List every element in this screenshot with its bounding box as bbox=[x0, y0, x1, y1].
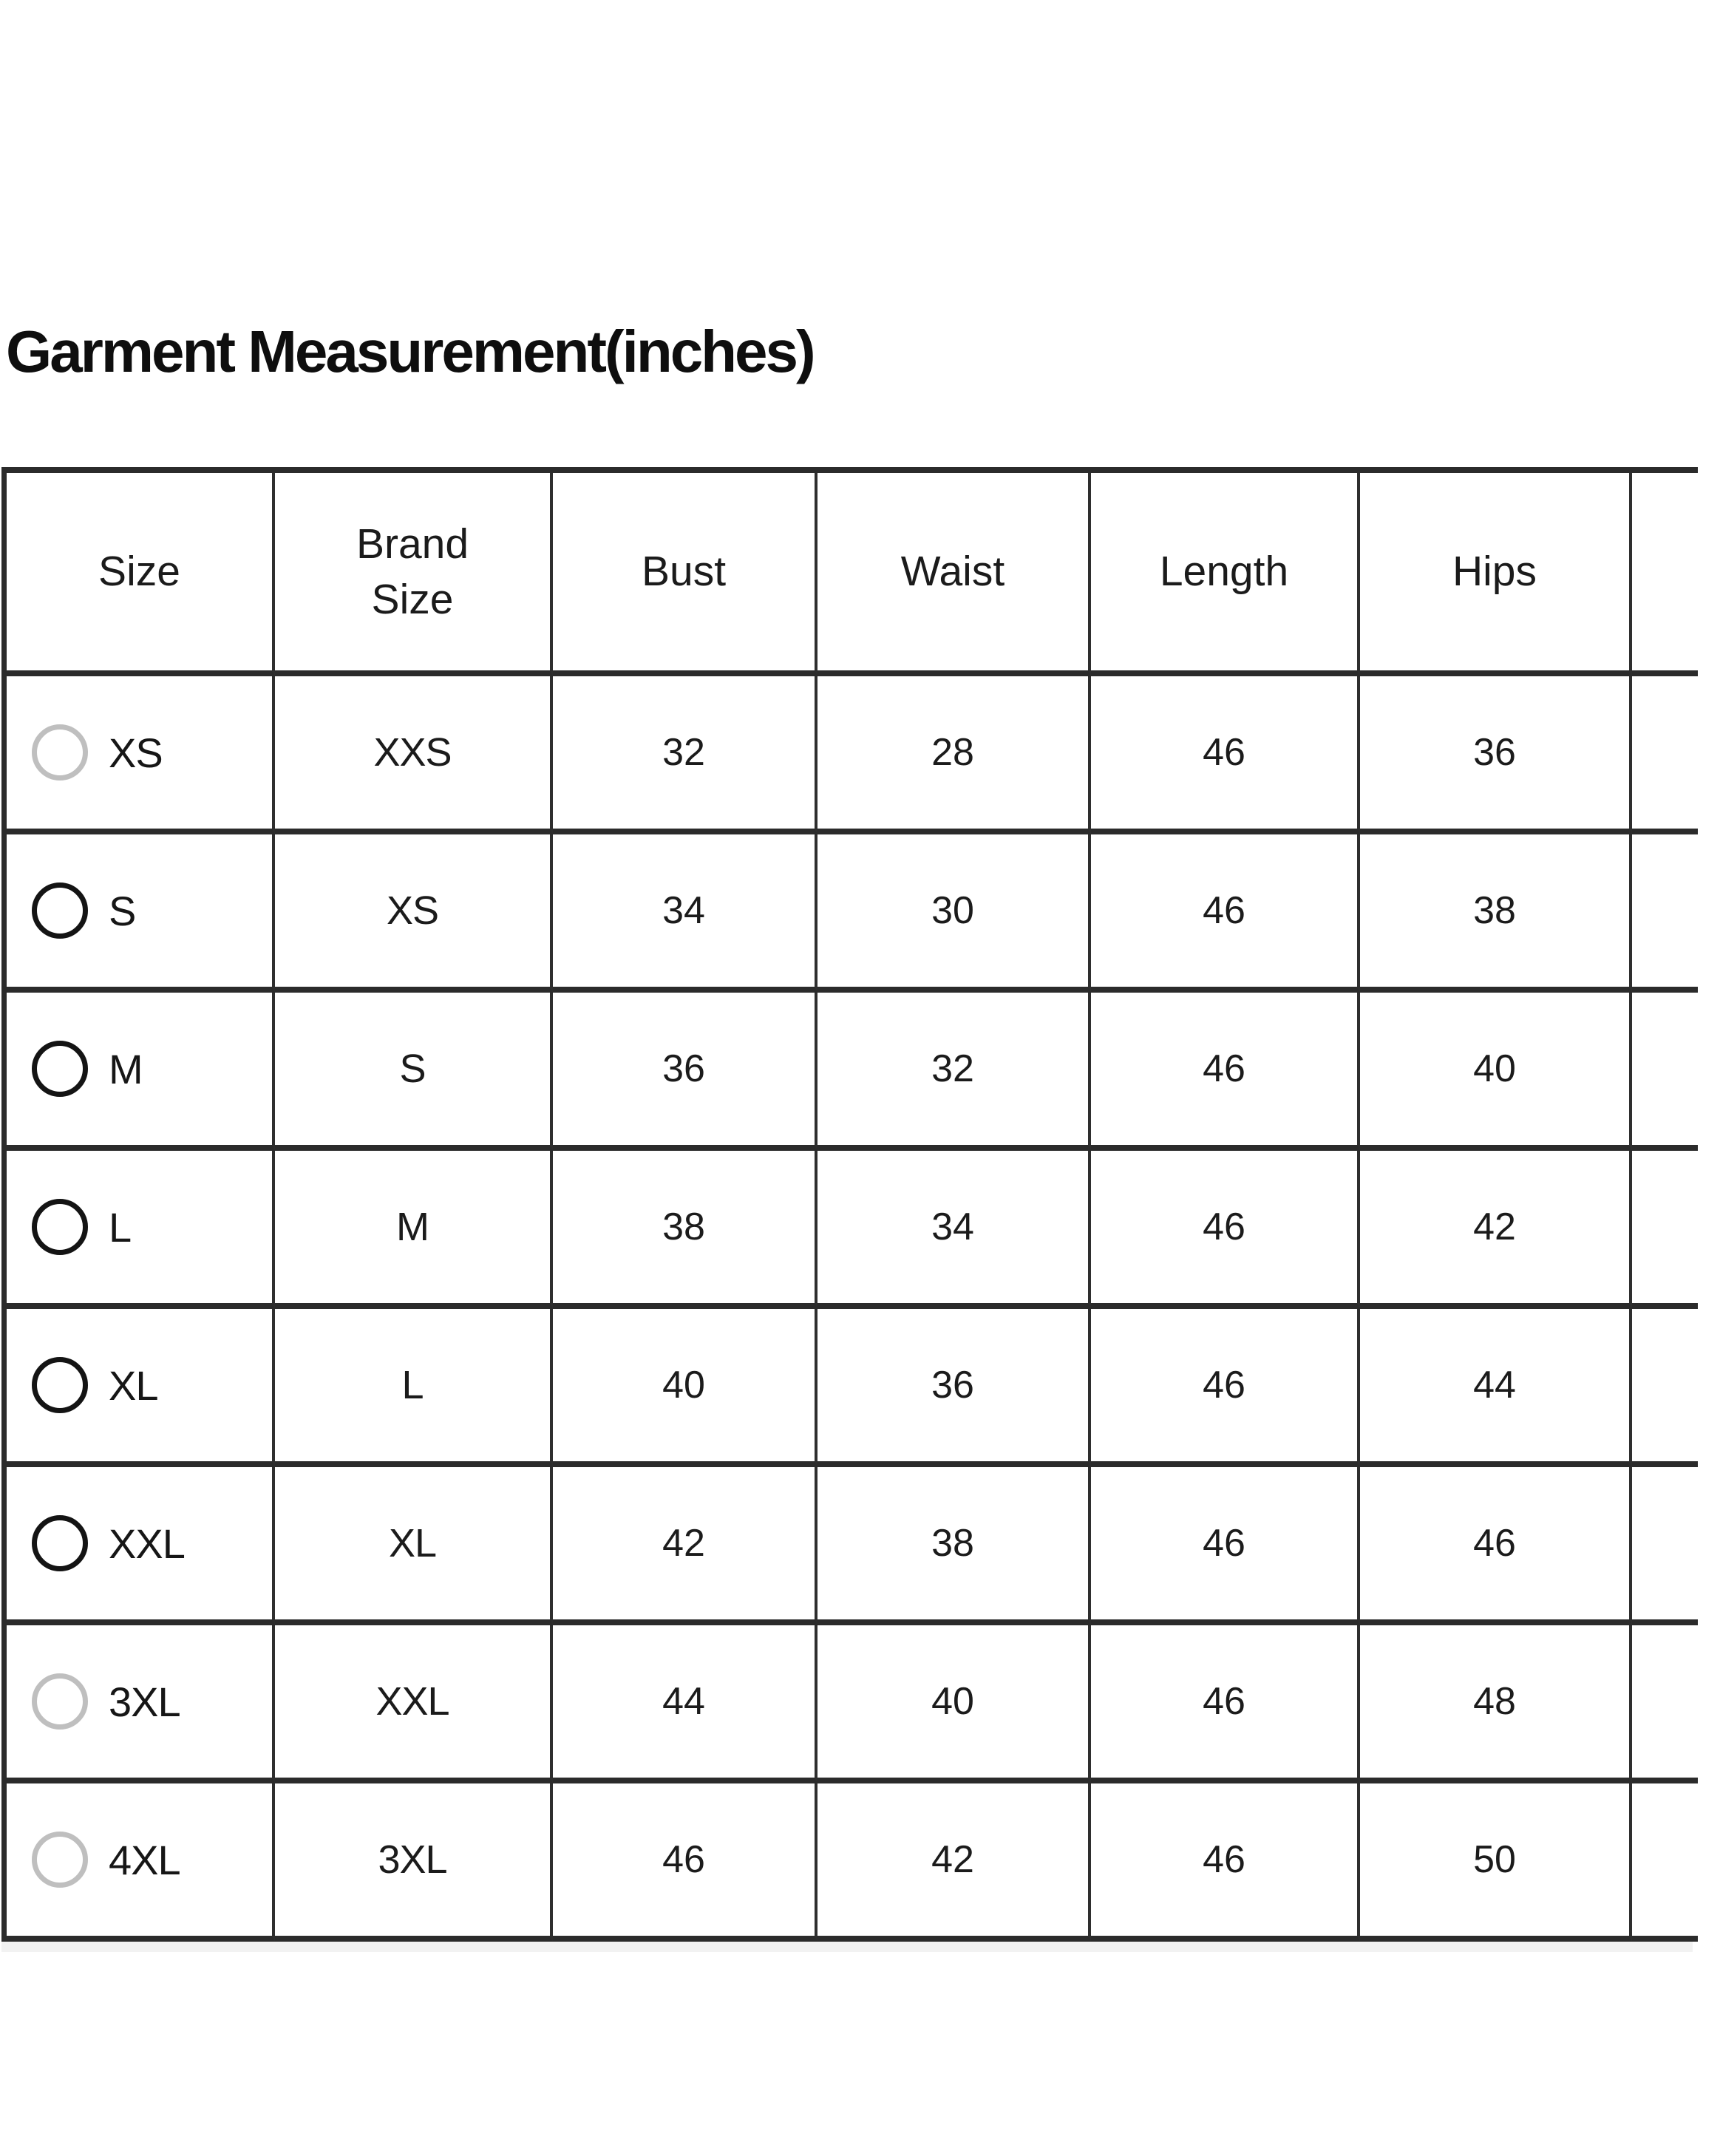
waist-value: 30 bbox=[817, 834, 1091, 993]
size-radio-icon[interactable] bbox=[32, 724, 88, 781]
size-label: 3XL bbox=[109, 1678, 181, 1725]
column-header-size: Size bbox=[7, 473, 275, 676]
bust-value: 32 bbox=[553, 676, 817, 834]
size-label: XL bbox=[109, 1361, 158, 1409]
brand-size-value: XXL bbox=[275, 1625, 553, 1783]
column-header-length: Length bbox=[1091, 473, 1360, 676]
brand-size-value: XS bbox=[275, 834, 553, 993]
length-value: 46 bbox=[1091, 834, 1360, 993]
waist-value: 36 bbox=[817, 1309, 1091, 1467]
hips-value: 40 bbox=[1360, 993, 1632, 1151]
size-label: L bbox=[109, 1203, 132, 1251]
bust-value: 46 bbox=[553, 1783, 817, 1942]
cutoff-cell bbox=[1632, 1625, 1698, 1783]
column-header-hips: Hips bbox=[1360, 473, 1632, 676]
bust-value: 36 bbox=[553, 993, 817, 1151]
hips-value: 44 bbox=[1360, 1309, 1632, 1467]
bust-value: 42 bbox=[553, 1467, 817, 1625]
size-label: 4XL bbox=[109, 1836, 181, 1883]
length-value: 46 bbox=[1091, 1783, 1360, 1942]
waist-value: 34 bbox=[817, 1151, 1091, 1309]
brand-size-value: 3XL bbox=[275, 1783, 553, 1942]
cutoff-cell bbox=[1632, 1467, 1698, 1625]
size-label: XS bbox=[109, 729, 163, 776]
table-bottom-strip bbox=[1, 1942, 1693, 1952]
hips-value: 36 bbox=[1360, 676, 1632, 834]
size-radio-icon[interactable] bbox=[32, 1515, 88, 1571]
cutoff-cell bbox=[1632, 993, 1698, 1151]
cutoff-cell bbox=[1632, 1151, 1698, 1309]
length-value: 46 bbox=[1091, 1625, 1360, 1783]
brand-size-value: M bbox=[275, 1151, 553, 1309]
hips-value: 48 bbox=[1360, 1625, 1632, 1783]
hips-value: 42 bbox=[1360, 1151, 1632, 1309]
size-radio-icon[interactable] bbox=[32, 1199, 88, 1255]
bust-value: 40 bbox=[553, 1309, 817, 1467]
page-title: Garment Measurement(inches) bbox=[6, 319, 816, 384]
brand-size-value: S bbox=[275, 993, 553, 1151]
waist-value: 38 bbox=[817, 1467, 1091, 1625]
garment-measurement-table: Size Brand Size Bust Waist Length Hips X… bbox=[1, 467, 1698, 1942]
size-label: M bbox=[109, 1045, 143, 1092]
size-option[interactable]: XS bbox=[7, 676, 275, 834]
length-value: 46 bbox=[1091, 1467, 1360, 1625]
bust-value: 34 bbox=[553, 834, 817, 993]
bust-value: 38 bbox=[553, 1151, 817, 1309]
length-value: 46 bbox=[1091, 993, 1360, 1151]
size-radio-icon[interactable] bbox=[32, 1673, 88, 1730]
waist-value: 32 bbox=[817, 993, 1091, 1151]
cutoff-cell bbox=[1632, 834, 1698, 993]
column-header-brand-size: Brand Size bbox=[275, 473, 553, 676]
waist-value: 40 bbox=[817, 1625, 1091, 1783]
length-value: 46 bbox=[1091, 1309, 1360, 1467]
size-option[interactable]: 3XL bbox=[7, 1625, 275, 1783]
cutoff-cell bbox=[1632, 1309, 1698, 1467]
hips-value: 38 bbox=[1360, 834, 1632, 993]
cutoff-cell bbox=[1632, 676, 1698, 834]
size-radio-icon[interactable] bbox=[32, 883, 88, 939]
waist-value: 42 bbox=[817, 1783, 1091, 1942]
size-label: S bbox=[109, 887, 136, 934]
size-option[interactable]: L bbox=[7, 1151, 275, 1309]
column-header-cutoff bbox=[1632, 473, 1698, 676]
hips-value: 46 bbox=[1360, 1467, 1632, 1625]
size-option[interactable]: 4XL bbox=[7, 1783, 275, 1942]
brand-size-value: XL bbox=[275, 1467, 553, 1625]
size-option[interactable]: S bbox=[7, 834, 275, 993]
length-value: 46 bbox=[1091, 1151, 1360, 1309]
brand-size-value: L bbox=[275, 1309, 553, 1467]
bust-value: 44 bbox=[553, 1625, 817, 1783]
brand-size-value: XXS bbox=[275, 676, 553, 834]
size-radio-icon[interactable] bbox=[32, 1357, 88, 1413]
size-radio-icon[interactable] bbox=[32, 1041, 88, 1097]
size-option[interactable]: XXL bbox=[7, 1467, 275, 1625]
size-option[interactable]: M bbox=[7, 993, 275, 1151]
waist-value: 28 bbox=[817, 676, 1091, 834]
size-radio-icon[interactable] bbox=[32, 1832, 88, 1888]
size-option[interactable]: XL bbox=[7, 1309, 275, 1467]
hips-value: 50 bbox=[1360, 1783, 1632, 1942]
column-header-bust: Bust bbox=[553, 473, 817, 676]
length-value: 46 bbox=[1091, 676, 1360, 834]
size-label: XXL bbox=[109, 1520, 186, 1567]
column-header-waist: Waist bbox=[817, 473, 1091, 676]
cutoff-cell bbox=[1632, 1783, 1698, 1942]
